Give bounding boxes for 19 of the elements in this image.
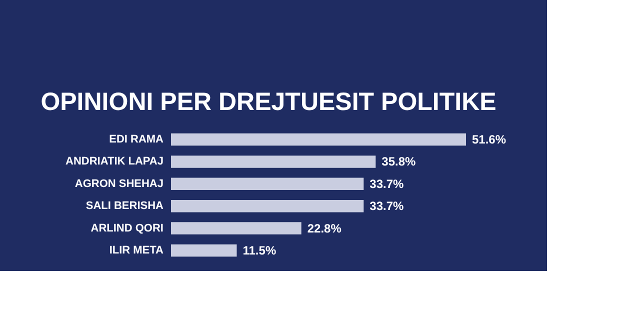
data-label: 33.7% <box>370 199 404 214</box>
data-label: 33.7% <box>370 176 404 191</box>
y-tick-label: AGRON SHEHAJ <box>74 178 164 190</box>
y-tick-label: ILIR META <box>109 244 164 256</box>
y-tick-label: EDI RAMA <box>109 134 164 146</box>
data-label: 51.6% <box>472 132 506 147</box>
bar <box>171 244 237 257</box>
y-tick-label: ANDRIATIK LAPAJ <box>66 156 164 168</box>
bar <box>171 222 302 234</box>
y-tick-label: ARLIND QORI <box>90 222 164 234</box>
bar <box>171 133 466 146</box>
data-label: 11.5% <box>242 243 276 258</box>
chart-title: OPINIONI PER DREJTUESIT POLITIKE <box>40 88 496 116</box>
data-label: 35.8% <box>382 154 416 169</box>
y-tick-label: SALI BERISHA <box>86 200 164 212</box>
bar <box>171 156 376 168</box>
bar <box>171 200 364 212</box>
bar <box>171 178 364 190</box>
data-label: 22.8% <box>307 221 342 236</box>
